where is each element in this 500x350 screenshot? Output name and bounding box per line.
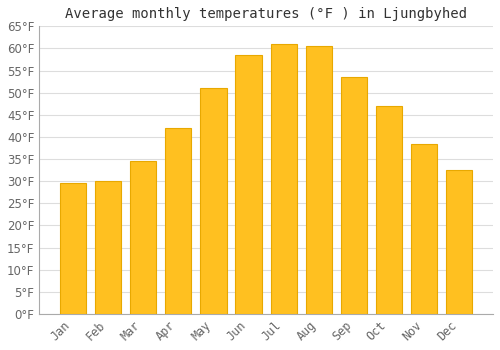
Bar — [200, 88, 226, 314]
Bar — [165, 128, 192, 314]
Bar — [306, 46, 332, 314]
Bar — [95, 181, 122, 314]
Bar — [236, 55, 262, 314]
Title: Average monthly temperatures (°F ) in Ljungbyhed: Average monthly temperatures (°F ) in Lj… — [65, 7, 467, 21]
Bar — [411, 144, 438, 314]
Bar — [376, 106, 402, 314]
Bar — [270, 44, 297, 314]
Bar — [60, 183, 86, 314]
Bar — [340, 77, 367, 314]
Bar — [446, 170, 472, 314]
Bar — [130, 161, 156, 314]
